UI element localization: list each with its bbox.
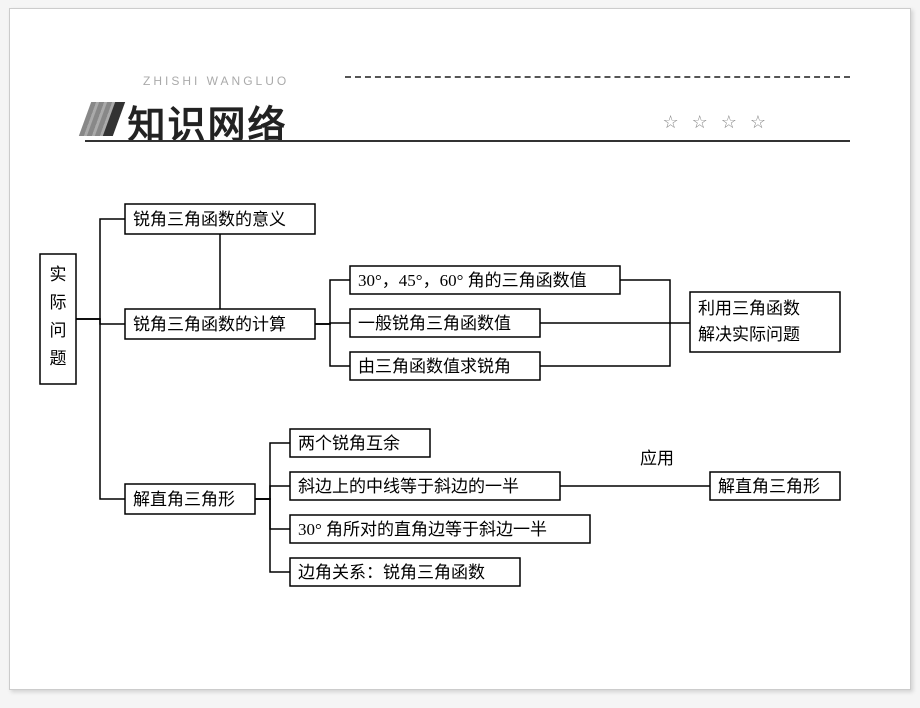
edge [315, 324, 350, 366]
chevron-icon [85, 102, 117, 141]
edge [255, 443, 290, 499]
slide: ZHISHI WANGLUO 知识网络 ☆ ☆ ☆ ☆ 实际问题锐角三角函数的意… [9, 8, 911, 690]
edge [255, 486, 290, 499]
edge [540, 323, 670, 366]
stars-icon: ☆ ☆ ☆ ☆ [662, 112, 770, 133]
node-label-n2: 锐角三角函数的计算 [133, 315, 286, 334]
node-label-r2: 解直角三角形 [718, 477, 820, 496]
edge [255, 499, 290, 572]
header-pinyin: ZHISHI WANGLUO [143, 74, 289, 88]
edge [76, 219, 125, 319]
dashed-line [345, 76, 850, 78]
node-label-d2: 斜边上的中线等于斜边的一半 [298, 477, 519, 496]
header: ZHISHI WANGLUO 知识网络 ☆ ☆ ☆ ☆ [85, 94, 850, 149]
node-label-d4: 边角关系：锐角三角函数 [298, 563, 485, 582]
edge [76, 319, 125, 499]
edge [315, 280, 350, 324]
node-label-c3: 由三角函数值求锐角 [358, 357, 511, 376]
edge [255, 499, 290, 529]
node-label-d1: 两个锐角互余 [298, 434, 400, 453]
node-label-c1: 30°，45°，60° 角的三角函数值 [358, 271, 587, 290]
node-label-d3: 30° 角所对的直角边等于斜边一半 [298, 520, 547, 539]
boxes-group: 实际问题锐角三角函数的意义锐角三角函数的计算解直角三角形30°，45°，60° … [40, 204, 840, 586]
edge [620, 280, 690, 323]
label-app: 应用 [640, 449, 674, 468]
flowchart: 实际问题锐角三角函数的意义锐角三角函数的计算解直角三角形30°，45°，60° … [30, 184, 900, 614]
node-label-n3: 解直角三角形 [133, 490, 235, 509]
node-label-c2: 一般锐角三角函数值 [358, 314, 511, 333]
node-label-n1: 锐角三角函数的意义 [133, 210, 286, 229]
solid-underline [85, 140, 850, 142]
